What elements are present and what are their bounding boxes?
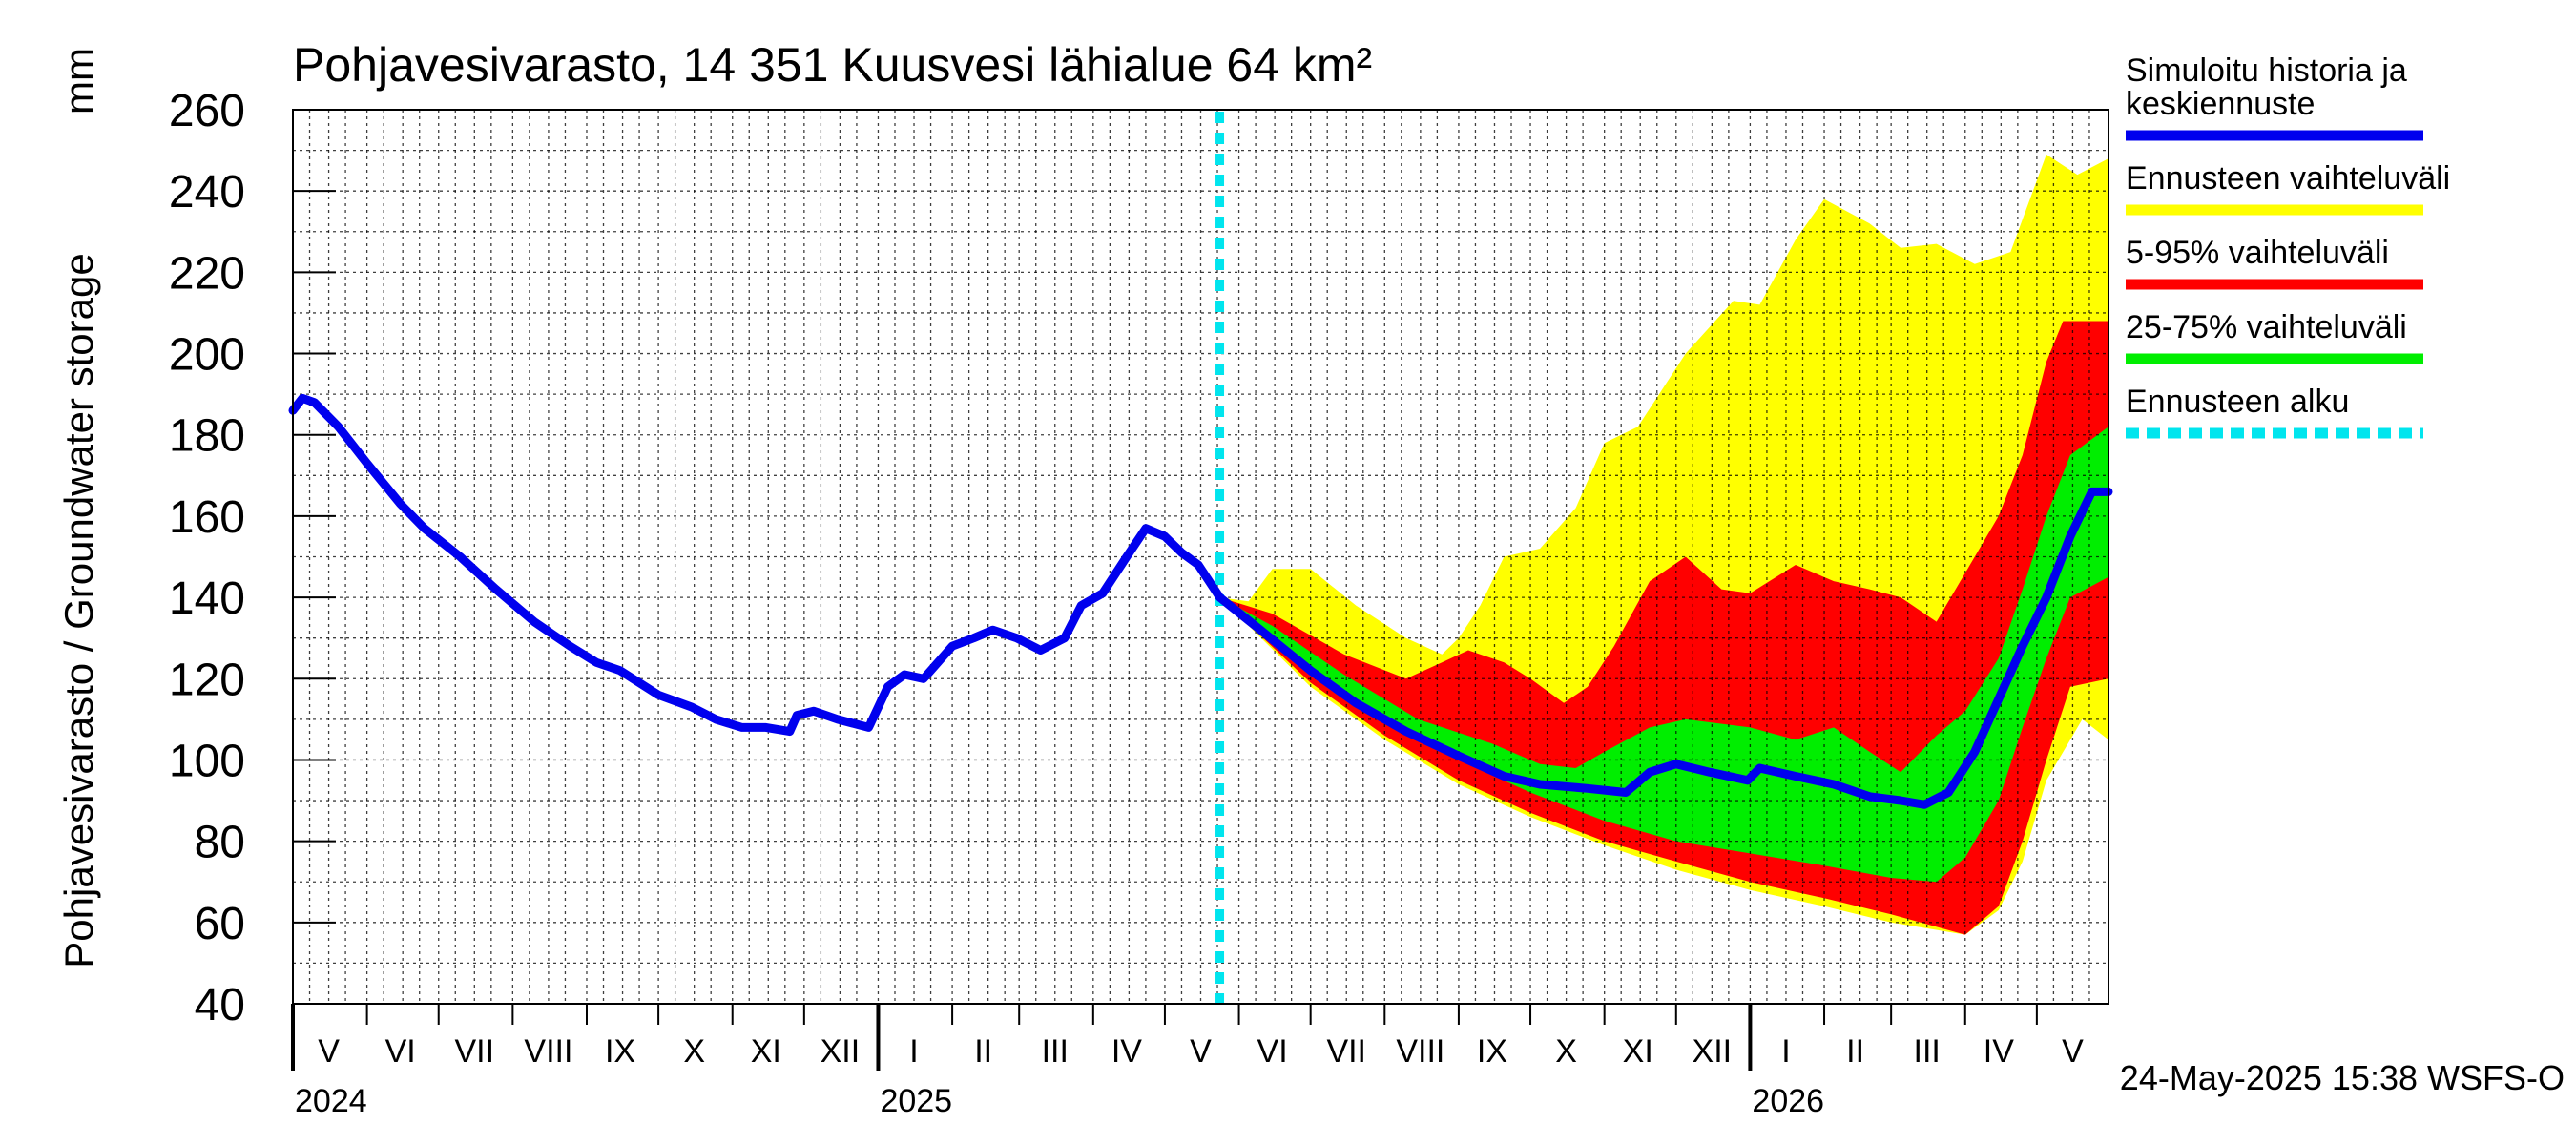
month-label: X xyxy=(683,1033,705,1070)
legend-item: Ennusteen alku xyxy=(2126,384,2423,439)
y-axis-ticks: 40 60 80 100 120 140 160 180 200 220 240 260 xyxy=(169,86,336,1030)
grid-lines xyxy=(293,110,2109,1004)
month-label: IX xyxy=(1477,1033,1507,1070)
legend-label: 25-75% vaihteluväli xyxy=(2126,309,2407,345)
month-label: IX xyxy=(605,1033,635,1070)
legend-item: Simuloitu historia ja keskiennuste xyxy=(2126,52,2423,141)
y-tick-label: 80 xyxy=(195,818,245,868)
legend-label: Simuloitu historia ja keskiennuste xyxy=(2126,52,2407,122)
median-line xyxy=(288,393,2113,809)
y-tick-label: 40 xyxy=(195,980,245,1030)
y-tick-label: 180 xyxy=(169,411,245,462)
y-tick-label: 200 xyxy=(169,330,245,381)
y-tick-label: 240 xyxy=(169,167,245,218)
plot-frame xyxy=(292,109,2109,1005)
x-axis: V VI VII VIII IX X XI XII I II III IV V VI VII VIII IX X X… xyxy=(291,1004,2084,1119)
month-label: II xyxy=(974,1033,992,1070)
legend-item: Ennusteen vaihteluväli xyxy=(2126,160,2450,216)
month-label: I xyxy=(909,1033,918,1070)
month-label: VI xyxy=(1257,1033,1288,1070)
month-label: VIII xyxy=(524,1033,572,1070)
month-label: XI xyxy=(1623,1033,1653,1070)
month-label: XII xyxy=(1693,1033,1733,1070)
legend-item: 5-95% vaihteluväli xyxy=(2126,235,2423,290)
month-label: VI xyxy=(385,1033,416,1070)
y-tick-label: 100 xyxy=(169,736,245,786)
year-label: 2025 xyxy=(880,1083,952,1119)
y-axis-label: Pohjavesivarasto / Groundwater storage xyxy=(56,253,101,968)
month-label: VII xyxy=(455,1033,495,1070)
legend-item: 25-75% vaihteluväli xyxy=(2126,309,2423,364)
month-label: V xyxy=(2062,1033,2084,1070)
month-label: V xyxy=(318,1033,340,1070)
year-label: 2024 xyxy=(295,1083,367,1119)
y-axis-unit: mm xyxy=(56,48,101,114)
year-label: 2026 xyxy=(1752,1083,1824,1119)
y-tick-label: 60 xyxy=(195,899,245,949)
month-label: X xyxy=(1555,1033,1577,1070)
band-3 xyxy=(1219,427,2109,883)
month-label: I xyxy=(1781,1033,1790,1070)
legend-label-line: Simuloitu historia ja xyxy=(2126,52,2407,89)
month-label: III xyxy=(1914,1033,1941,1070)
month-label: III xyxy=(1042,1033,1069,1070)
month-label: V xyxy=(1190,1033,1212,1070)
month-label: IV xyxy=(1984,1033,2014,1070)
legend-label: Ennusteen vaihteluväli xyxy=(2126,160,2450,197)
month-label: IV xyxy=(1111,1033,1142,1070)
timestamp: 24-May-2025 15:38 WSFS-O xyxy=(2120,1058,2565,1097)
y-tick-label: 120 xyxy=(169,655,245,705)
chart-title: Pohjavesivarasto, 14 351 Kuusvesi lähial… xyxy=(293,38,1372,92)
y-tick-label: 260 xyxy=(169,86,245,136)
y-tick-label: 220 xyxy=(169,248,245,299)
month-label: XI xyxy=(751,1033,781,1070)
y-tick-label: 140 xyxy=(169,573,245,624)
month-label: VII xyxy=(1326,1033,1366,1070)
legend-label: 5-95% vaihteluväli xyxy=(2126,235,2389,271)
forecast-bands xyxy=(1219,154,2109,935)
legend-label-line: keskiennuste xyxy=(2126,86,2315,122)
legend-label: Ennusteen alku xyxy=(2126,384,2349,420)
month-label: II xyxy=(1846,1033,1864,1070)
month-label: VIII xyxy=(1396,1033,1444,1070)
median-series xyxy=(288,393,2113,809)
y-tick-label: 160 xyxy=(169,492,245,543)
month-label: XII xyxy=(821,1033,861,1070)
legend: Simuloitu historia ja keskiennuste Ennuste… xyxy=(2126,52,2450,439)
